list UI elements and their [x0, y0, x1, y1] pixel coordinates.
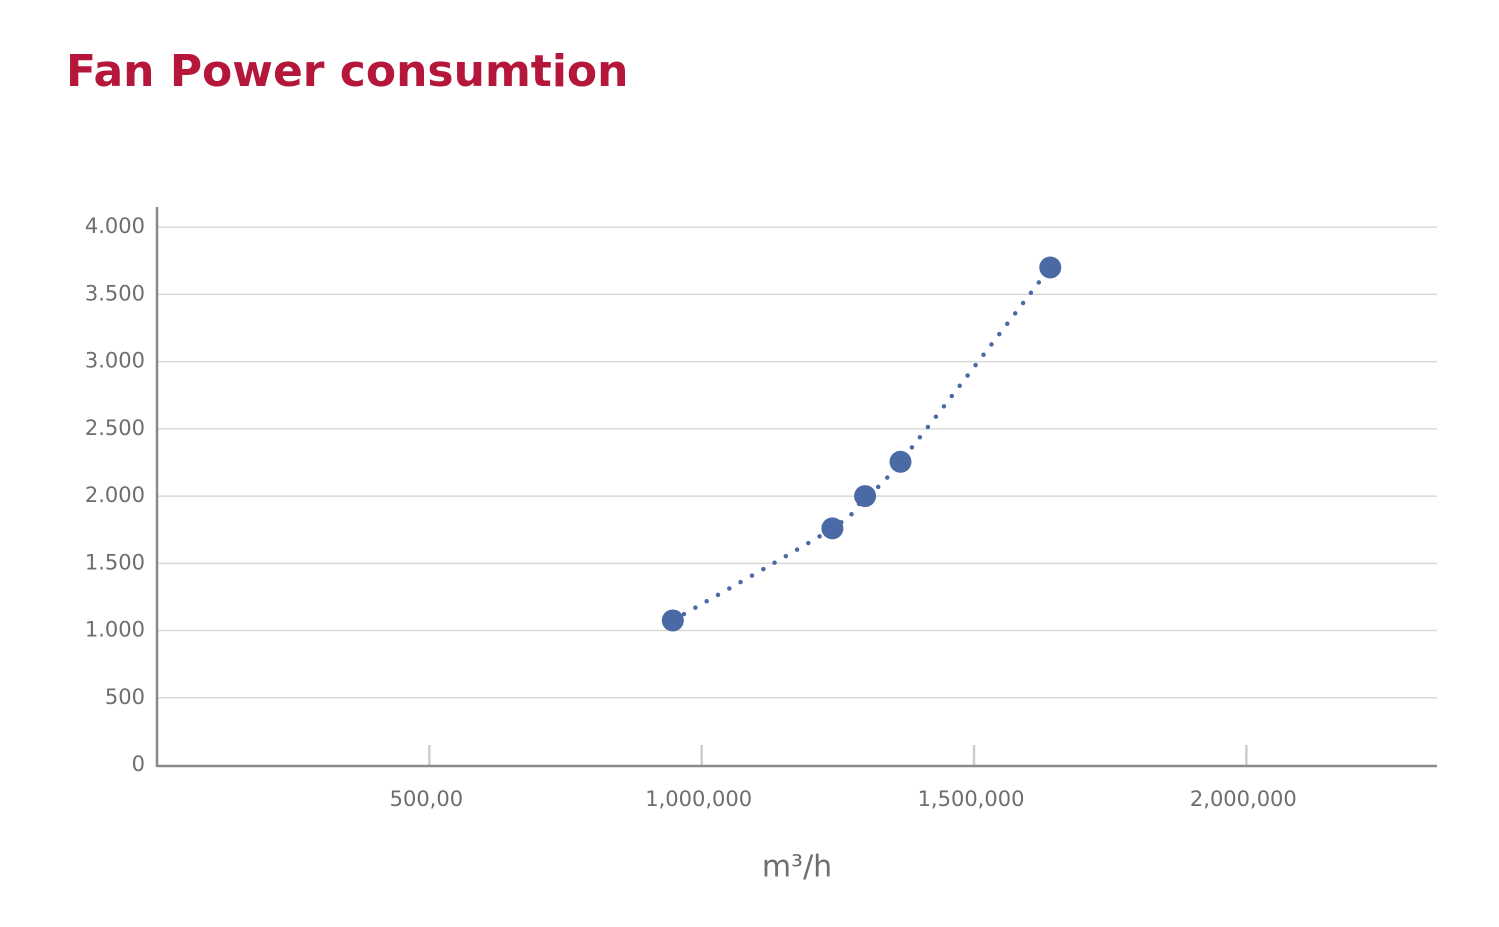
data-point — [821, 517, 844, 540]
y-tick-label: 2.500 — [85, 416, 145, 440]
y-tick-label: 2.000 — [85, 483, 145, 507]
x-tick-label: 2,000,000 — [1190, 787, 1297, 811]
data-point — [661, 609, 684, 632]
x-axis-label: m³/h — [762, 850, 832, 885]
y-tick-label: 1.500 — [85, 550, 145, 574]
y-tick-label: 1.000 — [85, 618, 145, 642]
x-tick-label: 1,000,000 — [645, 787, 752, 811]
chart-title: Fan Power consumtion — [66, 46, 628, 97]
y-tick-label: 3.000 — [85, 349, 145, 373]
data-point — [854, 485, 877, 508]
data-point — [889, 450, 912, 473]
trend-line — [670, 265, 1053, 623]
data-point — [1039, 256, 1062, 279]
x-tick-label: 500,00 — [390, 787, 463, 811]
y-tick-label: 3.500 — [85, 281, 145, 305]
x-tick-label: 1,500,000 — [918, 787, 1025, 811]
y-tick-label: 4.000 — [85, 214, 145, 238]
y-tick-label: 500 — [105, 685, 145, 709]
y-tick-label: 0 — [132, 752, 145, 776]
